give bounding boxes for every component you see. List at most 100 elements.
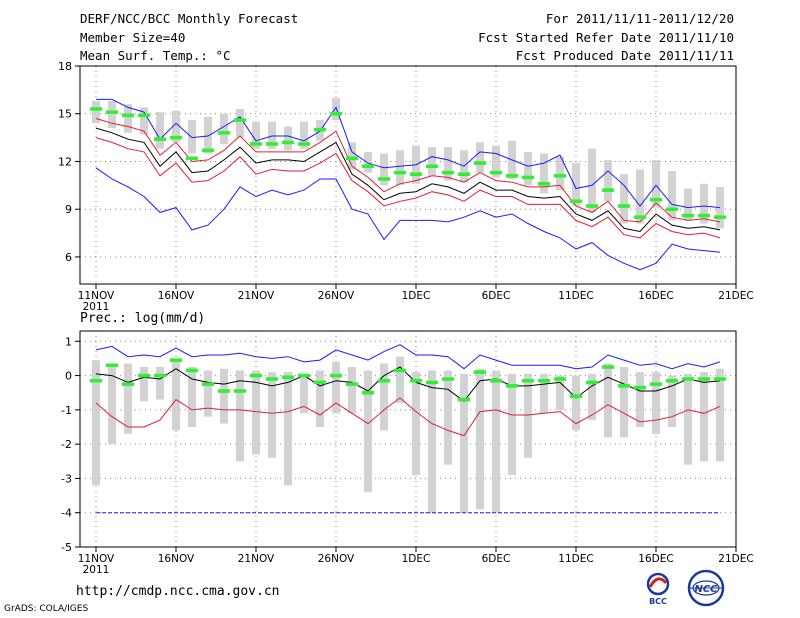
spread-box: [460, 373, 468, 513]
spread-box: [284, 372, 292, 486]
obs-marker: [186, 156, 198, 161]
obs-marker: [586, 204, 598, 208]
spread-box: [444, 147, 452, 181]
spread-box: [92, 101, 100, 124]
spread-box: [156, 367, 164, 400]
obs-marker: [474, 370, 486, 374]
spread-box: [604, 363, 612, 438]
x-tick-label: 11NOV: [78, 290, 115, 302]
spread-box: [364, 370, 372, 493]
obs-marker: [122, 382, 134, 386]
variable-label-precipitation: Prec.: log(mm/d): [80, 311, 205, 326]
spread-box: [284, 126, 292, 151]
spread-box: [316, 370, 324, 427]
spread-box: [444, 370, 452, 465]
y-tick-label: 9: [65, 203, 72, 216]
obs-marker: [266, 377, 278, 381]
obs-marker: [698, 377, 710, 381]
spread-box: [268, 121, 276, 149]
obs-marker: [634, 385, 646, 390]
obs-marker: [330, 373, 342, 378]
obs-marker: [138, 113, 150, 118]
spread-box: [140, 107, 148, 135]
x-tick-year-label: 2011: [83, 301, 110, 313]
x-tick-label: 26NOV: [318, 553, 355, 565]
ncc-logo-text: NCC: [694, 584, 718, 595]
obs-marker: [90, 107, 102, 111]
temperature-panel: 6 9 12 15 18 11NOV 16NOV 21NOV 26NOV 1DEC 6DEC 11DE…: [58, 60, 754, 313]
spread-box: [508, 373, 516, 475]
spread-box: [188, 367, 196, 427]
obs-marker: [314, 380, 326, 385]
spread-box: [364, 151, 372, 173]
spread-box: [716, 368, 724, 462]
obs-marker: [346, 156, 358, 161]
spread-box: [108, 363, 116, 445]
spread-box: [220, 368, 228, 424]
plot-frame: [79, 330, 737, 548]
x-tick-label: 16DEC: [638, 553, 673, 565]
spread-box: [252, 121, 260, 149]
obs-marker: [666, 207, 678, 212]
precipitation-panel: -5 -4 -3 -2 -1 0 1 11NOV 16NOV 21NOV 26NOV 1DEC 6DEC…: [61, 330, 754, 576]
spread-box: [636, 169, 644, 224]
series-min-line: [95, 167, 721, 271]
series-min-line: [95, 397, 721, 437]
spread-box: [620, 174, 628, 224]
obs-marker: [362, 390, 374, 395]
spread-box: [428, 147, 436, 176]
obs-marker: [362, 164, 374, 169]
obs-marker: [682, 377, 694, 381]
obs-marker: [698, 213, 710, 218]
spread-box: [684, 188, 692, 221]
spread-box: [572, 375, 580, 431]
series-lower-line: [95, 137, 721, 239]
spread-box: [188, 120, 196, 154]
spread-box: [348, 142, 356, 170]
x-tick-label: 1DEC: [402, 553, 431, 565]
obs-marker: [650, 382, 662, 386]
website-url[interactable]: http://cmdp.ncc.cma.gov.cn: [76, 584, 280, 599]
spread-box: [124, 104, 132, 133]
spread-box: [380, 153, 388, 186]
obs-marker: [506, 173, 518, 178]
spread-box: [348, 367, 356, 414]
spread-box: [556, 375, 564, 410]
obs-marker: [202, 148, 214, 153]
bcc-logo-text: BCC: [649, 597, 667, 606]
y-tick-label: 12: [58, 155, 72, 168]
obs-marker: [554, 377, 566, 381]
obs-marker: [394, 368, 406, 373]
y-tick-label: 1: [65, 335, 72, 348]
obs-marker: [602, 365, 614, 369]
spread-box: [620, 367, 628, 438]
obs-marker: [170, 135, 182, 140]
obs-marker: [538, 378, 550, 383]
spread-box: [636, 372, 644, 427]
series-max-line: [96, 98, 721, 209]
y-tick-label: 6: [65, 251, 72, 264]
obs-marker: [410, 172, 422, 177]
spread-box: [700, 372, 708, 462]
spread-box: [140, 367, 148, 402]
obs-marker: [618, 384, 630, 388]
series-mean-line: [95, 127, 721, 233]
y-tick-label: -5: [61, 541, 72, 554]
x-tick-label: 11DEC: [558, 290, 593, 302]
obs-marker: [554, 173, 566, 178]
obs-marker: [506, 384, 518, 388]
variable-label-temperature: Mean Surf. Temp.: °C: [80, 48, 231, 63]
obs-marker: [330, 111, 342, 116]
obs-marker: [442, 170, 454, 175]
x-tick-label: 26NOV: [318, 290, 355, 302]
x-tick-label: 1DEC: [402, 290, 431, 302]
y-tick-label: 15: [58, 108, 72, 121]
obs-marker: [426, 380, 438, 385]
y-tick-label: 0: [65, 370, 72, 383]
obs-marker: [346, 382, 358, 386]
spread-box: [540, 373, 548, 414]
chart-title: DERF/NCC/BCC Monthly Forecast: [80, 11, 299, 26]
x-tick-label: 11DEC: [558, 553, 593, 565]
spread-box: [172, 110, 180, 143]
